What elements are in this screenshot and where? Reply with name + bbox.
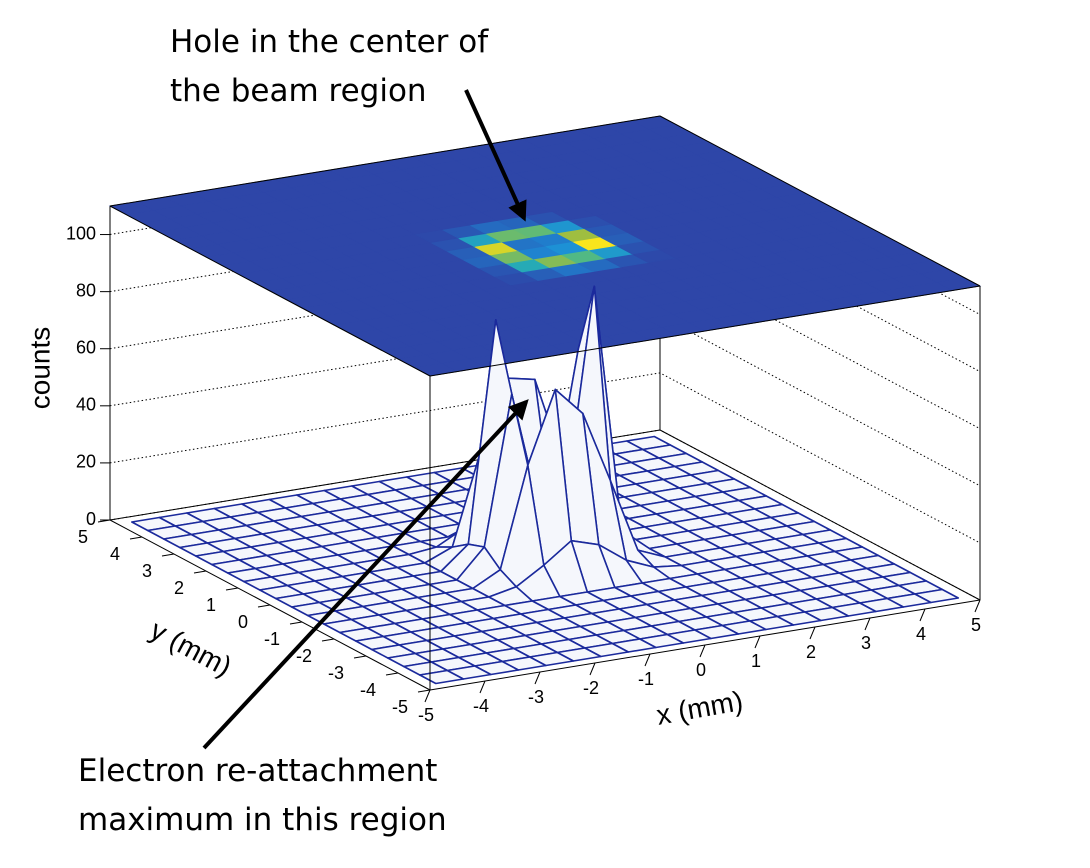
plot-area: 0 20 40 60 80 100 -5 -4 -3 -2 -1 0 1 2 3 4 5 -5 -4 -3 -2 -1 0 1… (66, 115, 982, 725)
box-edge (659, 115, 981, 287)
annotation: maximum in this region (78, 802, 447, 838)
y-tick (289, 621, 303, 625)
x-tick (424, 689, 431, 703)
x-tick (919, 608, 926, 622)
grid-line (109, 372, 981, 544)
x-tick (534, 671, 541, 685)
x-tick-label: 1 (751, 651, 761, 671)
y-tick-label: 2 (174, 578, 184, 598)
x-tick-label: 4 (916, 624, 926, 644)
grid-line (109, 429, 981, 601)
z-axis-title: counts (24, 327, 55, 410)
y-tick-label: -2 (296, 646, 312, 666)
x-tick-label: -5 (418, 705, 434, 725)
y-tick (257, 604, 271, 608)
x-tick-label: -1 (638, 669, 654, 689)
x-tick (864, 617, 871, 631)
box-edge (659, 429, 981, 601)
y-tick-label: -3 (328, 663, 344, 683)
x-tick (699, 644, 706, 658)
y-tick-label: 3 (142, 561, 152, 581)
x-tick (754, 635, 761, 649)
annotation: Electron re-attachment (78, 753, 437, 789)
x-tick (974, 599, 981, 613)
y-tick-label: 5 (78, 527, 88, 547)
x-tick (644, 653, 651, 667)
y-tick (321, 638, 335, 642)
y-tick-label: -5 (392, 697, 408, 717)
x-tick-label: -3 (528, 687, 544, 707)
y-tick (129, 536, 143, 540)
y-tick (161, 553, 175, 557)
z-tick-label: 100 (66, 223, 96, 243)
annotation-arrow (464, 89, 527, 222)
x-tick-label: 0 (696, 660, 706, 680)
y-tick (193, 570, 207, 574)
x-tick-label: -4 (473, 696, 489, 716)
annotation: Hole in the center of (170, 24, 489, 60)
z-tick-label: 60 (76, 337, 96, 357)
y-tick (225, 587, 239, 591)
y-tick (353, 655, 367, 659)
z-tick-label: 20 (76, 452, 96, 472)
z-tick-label: 80 (76, 280, 96, 300)
x-tick-label: 5 (971, 615, 981, 635)
x-axis-title: x (mm) (654, 685, 745, 731)
y-tick (97, 519, 111, 523)
annotation-arrow (202, 399, 529, 750)
z-tick-label: 40 (76, 395, 96, 415)
surface-cell (418, 669, 465, 685)
y-tick-label: 1 (206, 595, 216, 615)
y-tick-label: -1 (264, 629, 280, 649)
y-tick (417, 689, 431, 693)
x-tick (809, 626, 816, 640)
y-axis-title: y (mm) (145, 614, 236, 682)
z-tick-label: 0 (86, 509, 96, 529)
y-tick-label: 4 (110, 544, 120, 564)
y-tick (385, 672, 399, 676)
x-tick (479, 680, 486, 694)
annotation: the beam region (170, 73, 427, 109)
box-edge (109, 205, 431, 377)
x-tick-label: 3 (861, 633, 871, 653)
x-tick-label: 2 (806, 642, 816, 662)
x-tick (589, 662, 596, 676)
box-edge (109, 115, 661, 207)
x-tick-label: -2 (583, 678, 599, 698)
y-tick-label: 0 (238, 612, 248, 632)
box-edge (429, 285, 981, 377)
y-tick-label: -4 (360, 680, 376, 700)
